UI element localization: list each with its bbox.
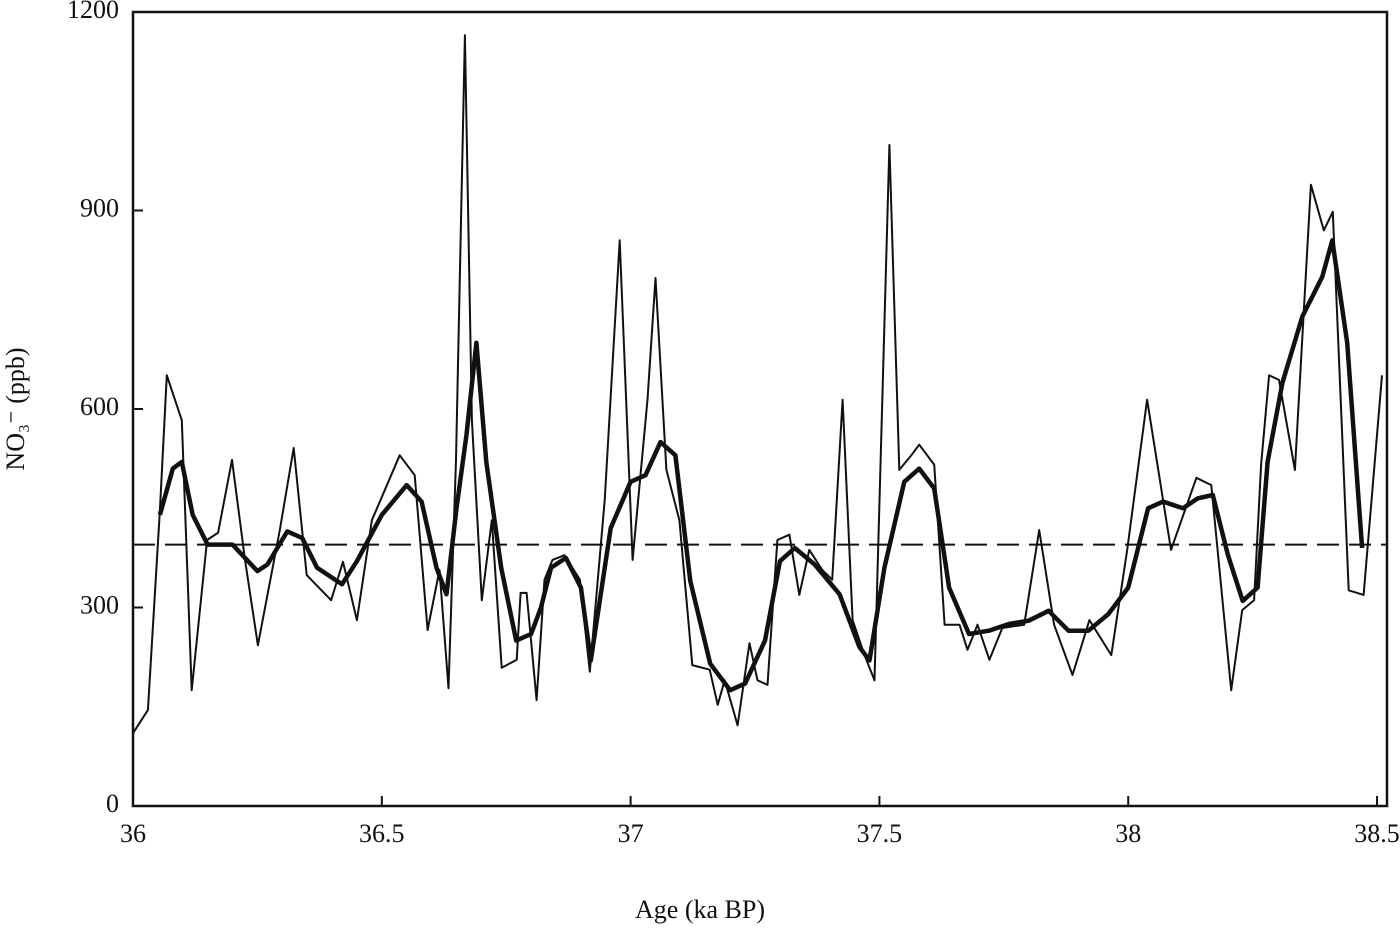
- data-line: [132, 34, 1383, 734]
- x-tick-label: 38: [1115, 819, 1141, 848]
- y-tick-label: 0: [106, 789, 119, 818]
- x-tick-label: 38.5: [1354, 819, 1400, 848]
- y-tick-label: 1200: [67, 0, 119, 24]
- x-tick-label: 36.5: [359, 819, 405, 848]
- data-line: [157, 238, 1365, 693]
- y-tick-label: 900: [80, 193, 119, 222]
- plot-frame: [131, 10, 1389, 808]
- x-tick-label: 37.5: [857, 819, 903, 848]
- x-tick-label: 37: [618, 819, 644, 848]
- x-axis-title: Age (ka BP): [635, 895, 765, 924]
- y-tick-label: 300: [80, 590, 119, 619]
- y-axis-title: NO₃⁻ (ppb): [1, 347, 30, 470]
- x-tick-label: 36: [120, 819, 146, 848]
- y-tick-label: 600: [80, 392, 119, 421]
